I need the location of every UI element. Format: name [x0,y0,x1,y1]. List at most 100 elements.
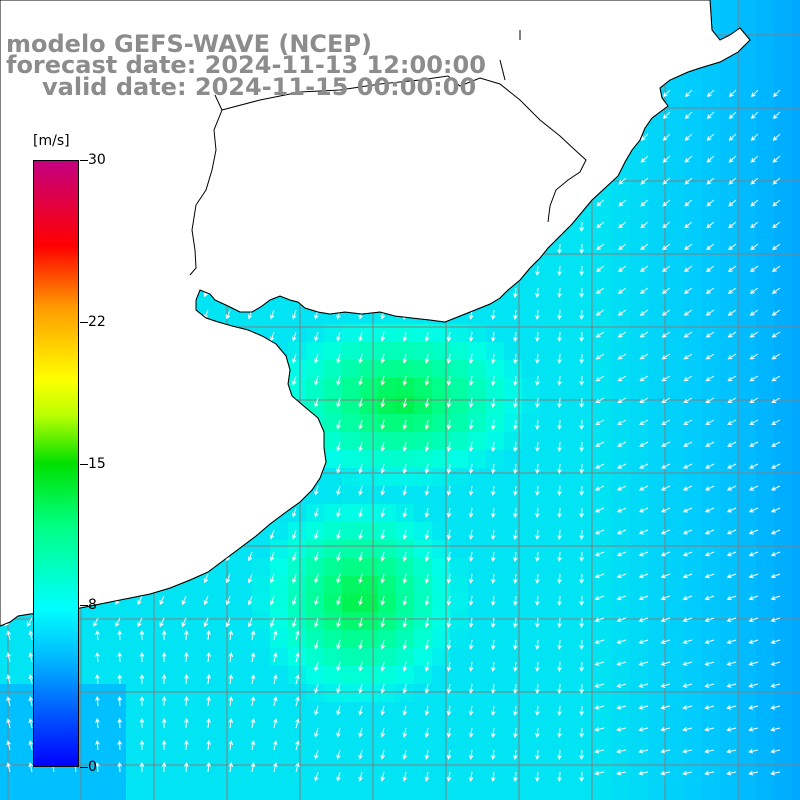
wind-arrow [596,221,605,229]
field-cell [504,504,522,522]
wind-arrow [557,727,562,739]
field-cell [612,558,630,576]
field-cell [702,684,720,702]
wind-arrow [682,727,693,732]
field-cell [234,774,252,792]
wind-arrow [638,727,649,732]
field-cell [108,648,126,666]
wind-arrow [161,739,167,751]
field-cell [738,306,756,324]
field-cell [540,576,558,594]
wind-arrow [28,674,34,685]
wind-arrow [684,111,693,120]
field-cell [684,576,702,594]
wind-arrow [295,762,300,773]
field-cell [216,792,234,800]
field-cell [648,684,666,702]
colorbar-tick-label: 22 [88,313,106,330]
field-cell [594,378,612,396]
wind-arrow [380,353,385,364]
wind-arrow [684,221,693,229]
field-cell [342,378,360,396]
field-cell [666,126,684,144]
wind-arrow [579,507,585,519]
wind-arrow [579,309,585,321]
field-cell [684,648,702,666]
field-cell [108,774,126,792]
field-cell [288,774,306,792]
field-cell [792,414,800,432]
field-cell [108,738,126,756]
field-cell [234,684,252,702]
field-cell [522,486,540,504]
field-cell [540,324,558,342]
field-cell [594,576,612,594]
wind-arrow [490,331,496,342]
wind-arrow [139,673,145,685]
field-cell [270,576,288,594]
field-cell [540,288,558,306]
wind-arrow [424,661,430,672]
field-cell [198,774,216,792]
wind-arrow [228,674,234,685]
wind-arrow [579,375,585,387]
wind-arrow [206,740,211,751]
wind-arrow [117,739,123,751]
wind-arrow [358,463,363,474]
field-cell [720,234,738,252]
field-cell [486,360,504,378]
field-cell [558,360,576,378]
field-cell [234,702,252,720]
wind-arrow [424,551,430,562]
wind-arrow [424,397,430,408]
wind-arrow [358,639,363,650]
wind-arrow [380,485,385,496]
field-cell [108,702,126,720]
field-cell [324,360,342,378]
field-cell [576,594,594,612]
wind-arrow [6,630,11,641]
field-cell [648,342,666,360]
field-cell [414,468,432,486]
field-cell [180,684,198,702]
field-cell [792,540,800,558]
wind-arrow [579,419,585,431]
field-cell [702,792,720,800]
field-cell [486,774,504,792]
wind-arrow [661,353,671,360]
field-cell [288,666,306,684]
wind-arrow [726,639,737,645]
field-cell [198,630,216,648]
wind-arrow [512,529,518,540]
field-cell [360,342,378,360]
wind-arrow [705,463,715,469]
field-cell [738,792,756,800]
field-cell [360,720,378,738]
field-cell [486,576,504,594]
wind-arrow [336,771,341,782]
field-cell [450,432,468,450]
wind-arrow [402,661,408,672]
wind-arrow [770,573,781,579]
wind-arrow [512,771,518,782]
field-cell [378,594,396,612]
field-cell [666,702,684,720]
wind-arrow [661,375,671,382]
field-cell [630,162,648,180]
field-cell [522,558,540,576]
wind-arrow [594,727,605,732]
field-cell [378,738,396,756]
field-cell [630,396,648,414]
wind-arrow [336,529,341,540]
wind-arrow [336,617,341,628]
field-cell [288,594,306,612]
field-cell [522,504,540,522]
wind-arrow [380,375,385,386]
wind-arrow [424,419,430,430]
field-cell [144,612,162,630]
field-cell [504,450,522,468]
wind-arrow [424,683,430,694]
field-cell [792,234,800,252]
wind-arrow [728,155,737,163]
field-cell [378,684,396,702]
